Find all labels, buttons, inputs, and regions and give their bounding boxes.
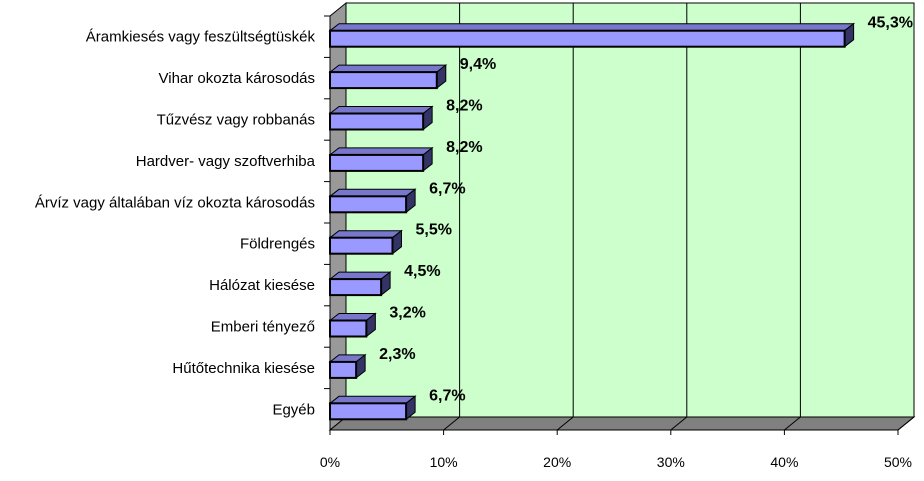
bar-top-face	[328, 395, 417, 404]
bar-top-face	[328, 147, 434, 156]
bar	[328, 188, 417, 214]
gridlines	[324, 3, 915, 435]
labels: 0% 10% 20% 30% 40% 50% Áramkiesés vagy feszült…	[35, 15, 913, 470]
category-label: Áramkiesés vagy feszültségtüskék	[86, 29, 316, 46]
data-label: 6,7%	[429, 180, 465, 197]
data-label: 5,5%	[415, 222, 451, 239]
bar-front-face	[329, 195, 408, 214]
gridline-floor	[443, 416, 460, 431]
bars	[328, 22, 856, 421]
bar	[328, 146, 434, 172]
category-label: Egyéb	[272, 401, 315, 418]
x-tick-label: 30%	[657, 454, 685, 470]
x-tick-label: 10%	[430, 454, 458, 470]
category-label: Földrengés	[240, 236, 315, 253]
x-tick-label: 0%	[320, 454, 340, 470]
bar	[328, 353, 367, 379]
category-label: Hűtőtechnika kiesése	[172, 360, 315, 377]
data-label: 2,3%	[379, 346, 415, 363]
bar	[328, 22, 856, 48]
data-label: 4,5%	[404, 263, 440, 280]
category-label: Vihar okozta károsodás	[159, 70, 315, 87]
bar-front-face	[329, 360, 358, 379]
category-label: Árvíz vagy általában víz okozta károsodá…	[35, 194, 315, 211]
bar-top-face	[328, 23, 856, 32]
bar-top-face	[328, 64, 448, 73]
bar	[328, 395, 417, 421]
bar	[328, 105, 434, 131]
plot-floor	[328, 416, 916, 431]
bar-top-face	[328, 106, 434, 114]
category-label: Emberi tényező	[211, 319, 315, 336]
gridline-floor	[897, 416, 915, 431]
data-label: 9,4%	[460, 56, 496, 73]
bar-top-face	[328, 271, 392, 280]
x-tick-label: 20%	[543, 454, 571, 470]
data-label: 3,2%	[389, 305, 425, 322]
bar-front-face	[329, 236, 394, 255]
gridline-floor	[670, 416, 688, 431]
data-label: 8,2%	[446, 139, 482, 156]
bar-front-face	[329, 319, 368, 338]
bar-front-face	[329, 278, 383, 297]
category-label: Hálózat kiesése	[209, 277, 315, 294]
data-label: 45,3%	[868, 15, 913, 32]
bar-front-face	[329, 112, 425, 131]
gridline-floor	[556, 416, 574, 431]
bar-front-face	[329, 402, 408, 421]
data-label: 8,2%	[446, 98, 482, 115]
gridline-floor	[784, 416, 801, 431]
category-label: Hardver- vagy szoftverhiba	[136, 153, 316, 170]
bar	[328, 64, 448, 90]
bar-front-face	[329, 29, 846, 48]
bar-top-face	[328, 230, 403, 239]
data-label: 6,7%	[429, 387, 465, 404]
x-tick-label: 50%	[884, 454, 912, 470]
bar-front-face	[329, 71, 438, 90]
x-tick-label: 40%	[770, 454, 798, 470]
bar-top-face	[328, 188, 417, 197]
bar	[328, 229, 403, 255]
bar	[328, 271, 392, 297]
bar	[328, 312, 377, 338]
category-label: Tűzvész vagy robbanás	[157, 112, 315, 129]
bar-front-face	[329, 153, 425, 172]
